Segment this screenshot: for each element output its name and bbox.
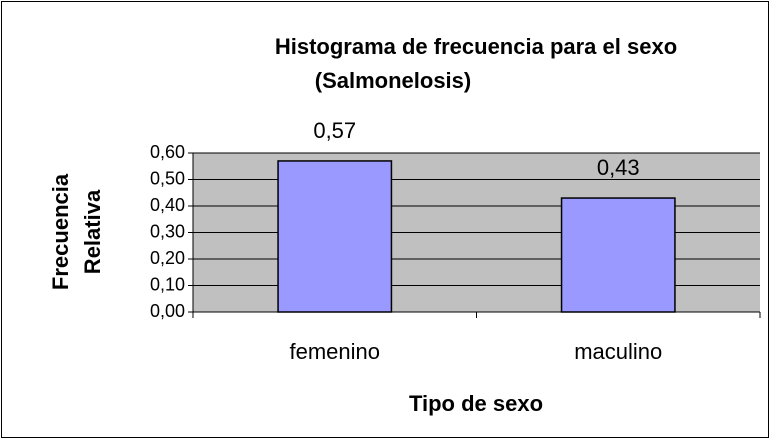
x-axis-label: Tipo de sexo	[409, 391, 543, 416]
y-tick-label: 0,40	[150, 195, 185, 215]
y-tick-label: 0,20	[150, 248, 185, 268]
y-tick-label: 0,10	[150, 274, 185, 294]
y-axis-label-line: Relativa	[80, 189, 105, 274]
data-label: 0,43	[597, 155, 640, 180]
y-axis-label-line: Frecuencia	[48, 173, 73, 290]
x-tick-label: femenino	[289, 339, 380, 364]
y-tick-label: 0,50	[150, 168, 185, 188]
bar	[277, 160, 393, 313]
y-tick-label: 0,30	[150, 221, 185, 241]
y-tick-label: 0,00	[150, 301, 185, 321]
bar	[560, 197, 676, 313]
y-tick-label: 0,60	[150, 142, 185, 162]
y-axis-label: Frecuencia Relativa	[48, 173, 105, 290]
chart-title: Histograma de frecuencia para el sexo	[275, 34, 677, 59]
x-tick-label: maculino	[574, 339, 662, 364]
data-label: 0,57	[313, 118, 356, 143]
chart-title: (Salmonelosis)	[315, 68, 471, 93]
